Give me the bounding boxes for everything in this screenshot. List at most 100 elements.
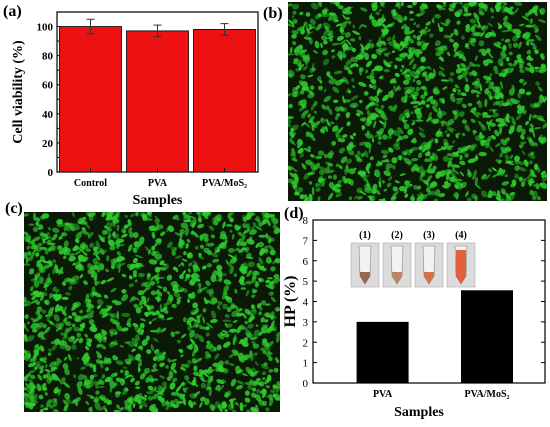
cell-mark — [188, 215, 197, 220]
cell-mark — [212, 258, 220, 263]
cell-mark — [418, 30, 426, 34]
cell-mark — [347, 99, 351, 103]
cell-mark — [499, 125, 503, 135]
cell-mark — [163, 302, 169, 307]
cell-mark — [245, 289, 250, 297]
bar-pvamos — [461, 290, 513, 383]
cell-mark — [449, 95, 456, 103]
cell-mark — [101, 313, 109, 318]
cell-mark — [461, 70, 469, 78]
cell-mark — [298, 80, 304, 86]
cell-mark — [474, 195, 478, 201]
cell-mark — [290, 149, 296, 157]
cell-mark — [136, 330, 143, 333]
cell-mark — [154, 254, 163, 259]
cell-mark — [145, 246, 150, 252]
cell-mark — [327, 192, 334, 201]
cell-mark — [24, 334, 28, 339]
cell-mark — [232, 336, 236, 346]
cell-mark — [488, 119, 493, 125]
cell-mark — [170, 358, 177, 362]
cell-mark — [170, 246, 177, 252]
cell-mark — [37, 331, 45, 338]
cell-mark — [306, 30, 311, 34]
cell-mark — [166, 376, 171, 381]
cell-mark — [508, 42, 512, 49]
cell-mark — [217, 217, 222, 222]
panel-label-d: (d) — [284, 205, 304, 222]
cell-mark — [454, 178, 463, 182]
cell-mark — [318, 169, 325, 176]
cell-mark — [54, 264, 59, 271]
cell-mark — [67, 337, 75, 343]
cell-mark — [225, 296, 233, 304]
cell-mark — [211, 310, 217, 319]
cell-mark — [165, 400, 170, 405]
cell-mark — [495, 88, 500, 93]
cell-mark — [305, 131, 314, 138]
cell-mark — [402, 185, 407, 189]
cell-mark — [240, 241, 247, 247]
cell-mark — [110, 258, 117, 266]
cell-mark — [192, 264, 197, 269]
cell-mark — [521, 128, 526, 136]
cell-mark — [129, 375, 134, 378]
cell-mark — [292, 18, 298, 24]
cell-mark — [229, 363, 235, 366]
cell-mark — [418, 132, 426, 138]
cell-mark — [274, 257, 280, 264]
cell-mark — [156, 285, 163, 289]
y-tick-label-d: 0 — [303, 378, 309, 390]
x-tick-label-a: Control — [74, 178, 107, 189]
cell-mark — [197, 313, 203, 320]
cell-mark — [193, 333, 200, 339]
cell-mark — [542, 122, 547, 129]
tube-fluid — [424, 272, 434, 284]
cell-mark — [265, 385, 270, 389]
cell-mark — [26, 353, 31, 359]
cell-mark — [75, 317, 80, 322]
cell-mark — [332, 174, 338, 180]
cell-mark — [174, 331, 181, 335]
cell-mark — [24, 386, 27, 391]
cell-mark — [333, 15, 339, 20]
cell-mark — [371, 53, 378, 60]
cell-mark — [124, 341, 130, 344]
cell-mark — [408, 148, 414, 154]
cell-mark — [416, 66, 424, 74]
cell-mark — [297, 148, 304, 154]
bar-pva — [126, 30, 189, 173]
cell-mark — [502, 44, 507, 52]
cell-mark — [518, 161, 524, 166]
cell-mark — [121, 273, 127, 278]
cell-mark — [180, 366, 186, 371]
cell-mark — [68, 285, 73, 291]
cell-mark — [305, 11, 311, 17]
panel-label-a: (a) — [3, 3, 22, 20]
cell-mark — [254, 289, 258, 293]
cell-mark — [333, 99, 339, 104]
cell-mark — [149, 280, 156, 286]
cell-mark — [327, 169, 335, 174]
cell-mark — [233, 350, 239, 356]
cell-mark — [365, 105, 370, 110]
cell-mark — [128, 226, 133, 234]
cell-mark — [110, 331, 114, 337]
cell-mark — [529, 18, 534, 24]
cell-mark — [290, 139, 295, 145]
cell-mark — [295, 189, 299, 196]
cell-mark — [452, 2, 456, 9]
bar-control — [59, 26, 122, 173]
cell-mark — [368, 197, 375, 201]
cell-mark — [481, 50, 488, 57]
cell-mark — [313, 100, 318, 107]
cell-mark — [135, 386, 141, 389]
cell-mark — [216, 344, 222, 351]
cell-mark — [377, 136, 382, 140]
cell-mark — [265, 319, 269, 323]
cell-mark — [481, 173, 487, 180]
cell-mark — [71, 323, 76, 328]
cell-mark — [358, 67, 362, 76]
cell-mark — [39, 369, 44, 374]
cell-mark — [536, 100, 542, 108]
